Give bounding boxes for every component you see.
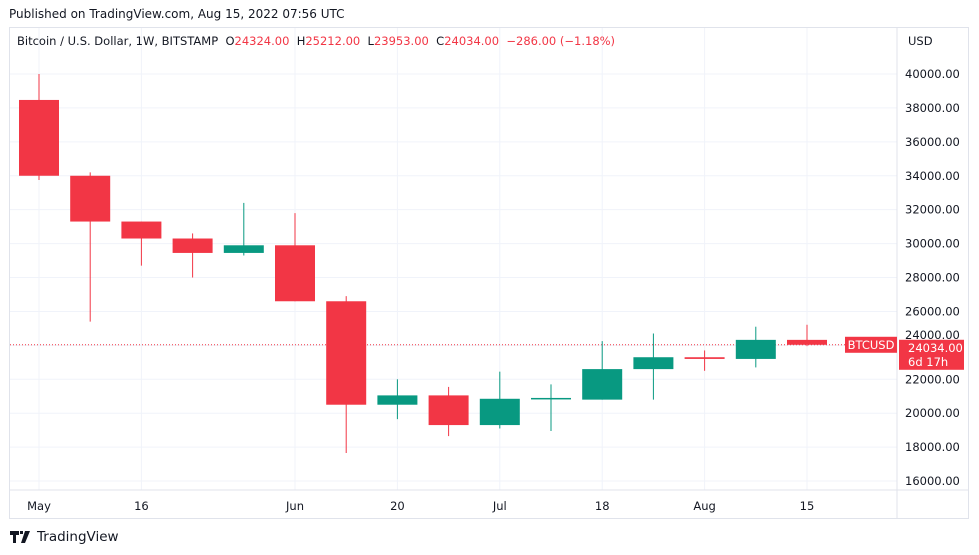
- candle-body: [582, 369, 623, 400]
- published-caption: Published on TradingView.com, Aug 15, 20…: [9, 7, 345, 21]
- y-tick-label: 38000.00: [905, 101, 960, 115]
- price-tag: [899, 339, 964, 370]
- logo-text: TradingView: [37, 529, 119, 545]
- symbol-tag: [845, 336, 897, 353]
- close-label: C: [436, 34, 445, 48]
- x-tick-label: May: [27, 499, 51, 513]
- x-tick-label: 18: [595, 499, 610, 513]
- low-value: 23953.00: [373, 34, 429, 48]
- candle-body: [121, 221, 162, 239]
- candle-body: [479, 398, 520, 426]
- x-tick-label: Jun: [285, 499, 304, 513]
- y-tick-label: 24000.00: [905, 328, 960, 342]
- high-label: H: [296, 34, 306, 48]
- candle-body: [172, 238, 213, 253]
- high-value: 25212.00: [305, 34, 361, 48]
- candle-body: [531, 397, 571, 400]
- ohlc-legend: Bitcoin / U.S. Dollar, 1W, BITSTAMP O243…: [17, 34, 615, 48]
- y-tick-label: 16000.00: [905, 474, 960, 488]
- tradingview-logo[interactable]: TradingView: [10, 529, 119, 545]
- symbol-title: Bitcoin / U.S. Dollar, 1W, BITSTAMP: [17, 34, 219, 48]
- tradingview-logo-icon: [10, 531, 30, 543]
- price-tag-value: 24034.00: [908, 341, 963, 355]
- close-value: 24034.00: [444, 34, 500, 48]
- candle-body: [19, 99, 59, 176]
- y-tick-label: 32000.00: [905, 203, 960, 217]
- currency-label: USD: [908, 34, 933, 48]
- low-label: L: [367, 34, 374, 48]
- chart-frame: [9, 27, 969, 519]
- y-tick-label: 40000.00: [905, 67, 960, 81]
- y-tick-label: 30000.00: [905, 237, 960, 251]
- x-tick-label: 16: [134, 499, 149, 513]
- x-tick-label: 20: [390, 499, 405, 513]
- candle-body: [377, 395, 418, 405]
- candle-body: [735, 339, 776, 359]
- y-tick-label: 22000.00: [905, 372, 960, 386]
- candle-body: [275, 245, 315, 302]
- symbol-tag-text: BTCUSD: [848, 338, 895, 352]
- candle-body: [787, 339, 827, 345]
- y-tick-label: 20000.00: [905, 406, 960, 420]
- y-tick-label: 18000.00: [905, 440, 960, 454]
- y-tick-label: 36000.00: [905, 135, 960, 149]
- candle-body: [223, 245, 264, 253]
- x-tick-label: Aug: [693, 499, 715, 513]
- candle-body: [428, 395, 469, 426]
- price-tag-countdown: 6d 17h: [908, 355, 948, 369]
- open-label: O: [225, 34, 235, 48]
- x-tick-label: 15: [800, 499, 815, 513]
- x-tick-label: Jul: [492, 499, 507, 513]
- y-tick-label: 28000.00: [905, 271, 960, 285]
- candle-body: [70, 175, 111, 222]
- change-value: −286.00 (−1.18%): [506, 34, 616, 48]
- y-tick-label: 34000.00: [905, 169, 960, 183]
- candle-body: [633, 357, 674, 370]
- candle-body: [326, 301, 367, 405]
- candle-body: [684, 357, 725, 359]
- open-value: 24324.00: [234, 34, 290, 48]
- y-tick-label: 26000.00: [905, 304, 960, 318]
